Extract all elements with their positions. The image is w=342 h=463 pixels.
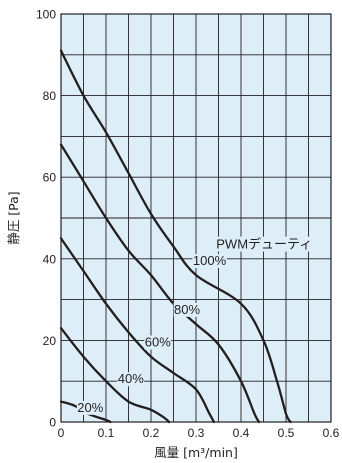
y-tick-label: 40	[43, 252, 57, 266]
curve-label-backdrop	[173, 302, 201, 317]
x-tick-label: 0.5	[278, 426, 295, 440]
curve-label-80-percent: 80%	[174, 302, 200, 317]
x-tick-label: 0.6	[323, 426, 340, 440]
curve-80-percent	[59, 143, 261, 424]
y-tick-label: 80	[43, 89, 57, 103]
x-tick-label: 0.2	[143, 426, 160, 440]
curve-40-percent	[59, 327, 171, 424]
grid-lines	[60, 13, 332, 423]
curve-label-backdrop	[144, 335, 172, 350]
x-tick-label: 0.1	[98, 426, 115, 440]
curve-label-60-percent: 60%	[145, 335, 171, 350]
curve-label-40-percent: 40%	[118, 371, 144, 386]
curve-label-20-percent: 20%	[77, 400, 103, 415]
x-tick-label: 0.3	[188, 426, 205, 440]
y-tick-label: 60	[43, 171, 57, 185]
x-tick-label: 0	[58, 426, 65, 440]
y-axis-ticks: 0 20 40 60 80 100	[36, 8, 56, 430]
x-axis-ticks: 0 0.1 0.2 0.3 0.4 0.5 0.6	[58, 426, 340, 440]
curve-label-backdrop	[192, 253, 227, 268]
curve-labels: 100% 80% 60% 40% 20% PWMデューティ	[76, 236, 321, 415]
y-tick-label: 100	[36, 8, 56, 22]
plot-frame	[60, 13, 332, 423]
legend-title-backdrop	[214, 236, 321, 252]
y-axis-title: 静圧 [Pa]	[6, 191, 21, 244]
y-tick-label: 20	[43, 334, 57, 348]
curve-label-backdrop	[117, 372, 145, 387]
curve-label-100-percent: 100%	[193, 253, 227, 268]
pwm-duty-curves	[59, 49, 292, 424]
curve-label-backdrop	[76, 400, 104, 415]
x-tick-label: 0.4	[233, 426, 250, 440]
curve-60-percent	[59, 237, 216, 424]
curve-100-percent	[59, 49, 292, 424]
pwm-duty-legend-title: PWMデューティ	[216, 237, 312, 252]
x-axis-title: 風量 [m³/min]	[154, 445, 238, 460]
y-tick-label: 0	[49, 416, 56, 430]
